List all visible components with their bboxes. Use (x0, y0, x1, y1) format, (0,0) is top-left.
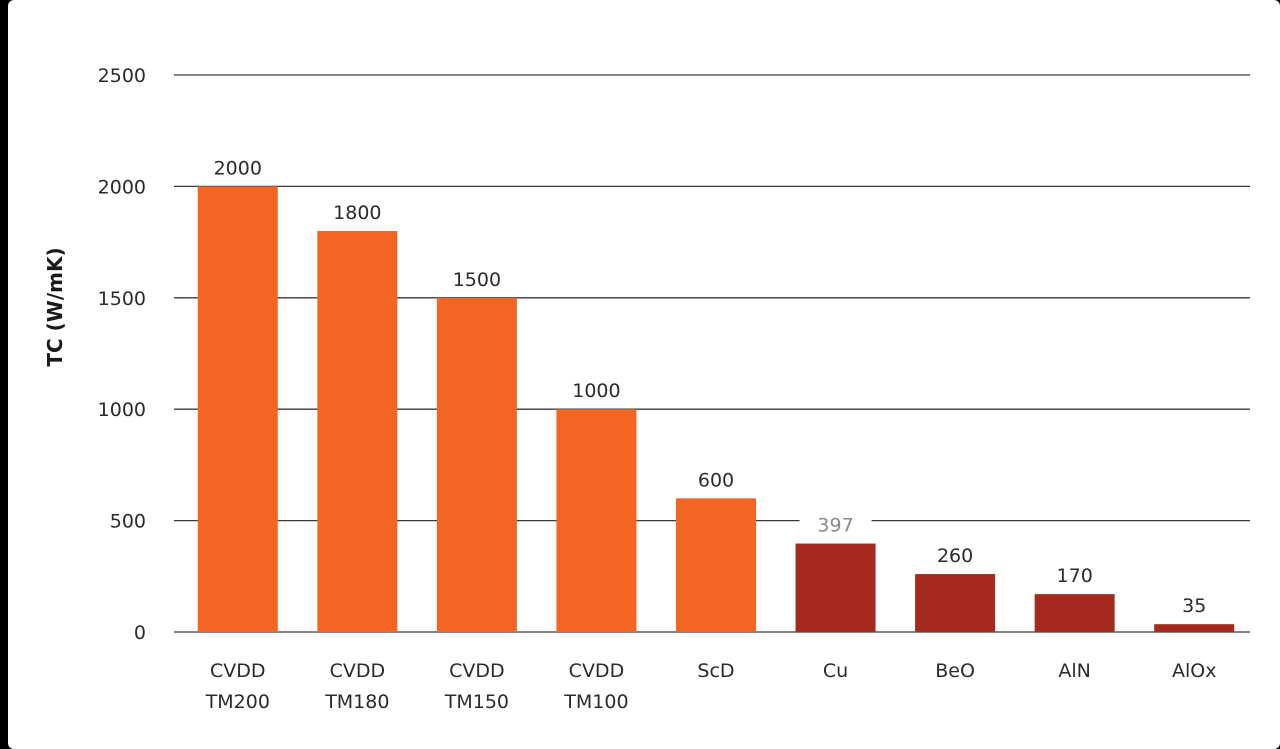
category-label: TM150 (444, 691, 509, 713)
data-label-bg (201, 154, 274, 181)
data-label-bg (799, 511, 872, 538)
bar-group (676, 498, 756, 632)
data-label-bg (440, 265, 513, 292)
y-tick-label: 1500 (98, 288, 146, 310)
data-label-bg (321, 198, 394, 225)
y-axis-label: TC (W/mK) (43, 247, 67, 366)
category-label: Cu (823, 660, 848, 682)
data-label: 600 (698, 469, 734, 491)
category-label: CVDD (569, 660, 625, 682)
bar-group (795, 543, 876, 632)
x-axis-categories: CVDD TM200 CVDD TM180 CVDD TM150 CVDD TM100 ScD C… (205, 660, 1217, 713)
bar (197, 186, 278, 632)
bar-group (436, 297, 517, 632)
bar (1154, 624, 1235, 632)
chart-panel: 0 500 1000 1500 2000 2500 2000 1800 1500 1000 600… (8, 0, 1280, 749)
y-tick-label: 500 (110, 511, 146, 533)
category-label: AlOx (1172, 660, 1216, 682)
bar-group (556, 409, 637, 632)
category-label: ScD (697, 660, 734, 682)
bar-group (197, 186, 278, 632)
category-label: AlN (1058, 660, 1091, 682)
data-label: 1800 (333, 202, 381, 224)
y-tick-label: 0 (134, 622, 146, 644)
bar-group (317, 230, 398, 632)
y-axis-ticks: 0 500 1000 1500 2000 2500 (98, 65, 146, 644)
bar (915, 574, 996, 632)
data-label: 170 (1057, 565, 1093, 587)
data-label: 35 (1182, 595, 1206, 617)
data-label: 397 (817, 515, 853, 537)
y-tick-label: 2000 (98, 176, 146, 198)
bar (1034, 594, 1115, 632)
category-label: CVDD (330, 660, 386, 682)
category-label: BeO (935, 660, 975, 682)
data-labels: 2000 1800 1500 1000 600 397 260 170 35 (201, 154, 1231, 619)
bar (676, 498, 756, 632)
data-label-bg (1158, 592, 1231, 619)
data-label-bg (560, 377, 633, 404)
bar-group (915, 574, 996, 632)
data-label: 1000 (572, 380, 620, 402)
bar-group (1034, 594, 1115, 632)
bar-group (1154, 624, 1235, 632)
bar (436, 297, 517, 632)
category-label: TM200 (205, 691, 270, 713)
bar-chart: 0 500 1000 1500 2000 2500 2000 1800 1500 1000 600… (43, 65, 1250, 713)
y-tick-label: 1000 (98, 399, 146, 421)
category-label: CVDD (210, 660, 266, 682)
bars (197, 186, 1235, 632)
category-label: CVDD (449, 660, 505, 682)
bar (556, 409, 637, 632)
bar (795, 543, 876, 632)
data-label-bg (680, 466, 752, 493)
data-label-bg (919, 542, 992, 569)
data-label: 1500 (453, 269, 501, 291)
data-label-bg (1038, 562, 1111, 589)
y-tick-label: 2500 (98, 65, 146, 87)
data-label: 2000 (214, 157, 262, 179)
bar (317, 230, 398, 632)
category-label: TM100 (563, 691, 628, 713)
data-label: 260 (937, 545, 973, 567)
category-label: TM180 (324, 691, 389, 713)
